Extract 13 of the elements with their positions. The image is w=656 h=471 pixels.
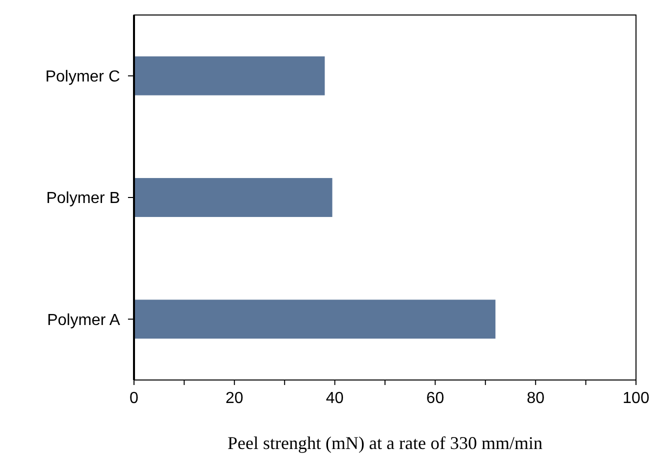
x-tick-label: 60 — [426, 390, 444, 407]
y-tick-label: Polymer C — [45, 68, 120, 86]
x-tick-label: 0 — [130, 390, 139, 407]
x-axis-title: Peel strenght (mN) at a rate of 330 mm/min — [228, 433, 542, 453]
bar — [134, 300, 496, 339]
y-tick-label: Polymer A — [47, 312, 120, 329]
x-tick-label: 100 — [622, 390, 650, 407]
x-tick-label: 80 — [526, 390, 545, 407]
x-tick-label: 40 — [326, 390, 344, 407]
x-tick-label: 20 — [226, 390, 244, 407]
y-tick-label: Polymer B — [46, 190, 120, 208]
bar — [134, 178, 332, 217]
bar — [134, 56, 325, 96]
